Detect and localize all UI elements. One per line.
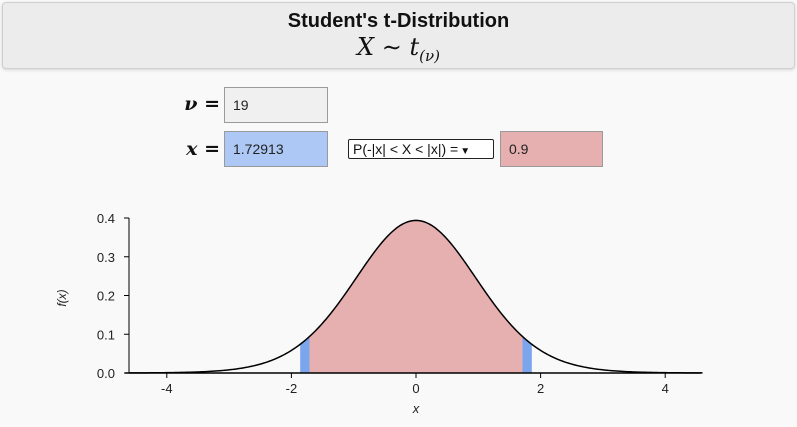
upper-bound-marker bbox=[522, 336, 532, 373]
x-tick-label: 4 bbox=[662, 381, 669, 396]
x-label: x = bbox=[186, 138, 220, 160]
nu-input[interactable]: 19 bbox=[224, 87, 328, 123]
x-tick-label: -2 bbox=[286, 381, 298, 396]
y-tick-label: 0.4 bbox=[97, 211, 115, 226]
y-tick-label: 0.3 bbox=[97, 250, 115, 265]
lower-bound-marker bbox=[300, 336, 310, 373]
probability-area bbox=[308, 220, 524, 373]
page-title: Student's t-Distribution bbox=[287, 10, 510, 32]
density-curve bbox=[129, 219, 703, 374]
x-tick-label: -4 bbox=[161, 381, 173, 396]
x-tick-label: 0 bbox=[412, 381, 419, 396]
x-tick-label: 2 bbox=[537, 381, 544, 396]
y-axis-label: f(x) bbox=[55, 289, 69, 306]
probability-type-select[interactable]: P(-|x| < X < |x|) = ▼ bbox=[348, 139, 494, 159]
x-input[interactable]: 1.72913 bbox=[224, 131, 328, 167]
header-panel: Student's t-Distribution X ∼ t(ν) bbox=[2, 2, 795, 69]
y-tick-label: 0.2 bbox=[97, 289, 115, 304]
y-tick-label: 0.0 bbox=[97, 366, 115, 381]
y-tick-label: 0.1 bbox=[97, 327, 115, 342]
x-axis-label: x bbox=[412, 401, 420, 416]
probability-output[interactable]: 0.9 bbox=[500, 131, 603, 167]
distribution-formula: X ∼ t(ν) bbox=[3, 33, 794, 65]
select-value: P(-|x| < X < |x|) = bbox=[353, 141, 459, 157]
nu-label: ν = bbox=[184, 93, 220, 115]
formula-main: X ∼ t bbox=[357, 33, 420, 61]
chevron-down-icon: ▼ bbox=[460, 146, 471, 157]
formula-subscript: (ν) bbox=[419, 47, 440, 65]
